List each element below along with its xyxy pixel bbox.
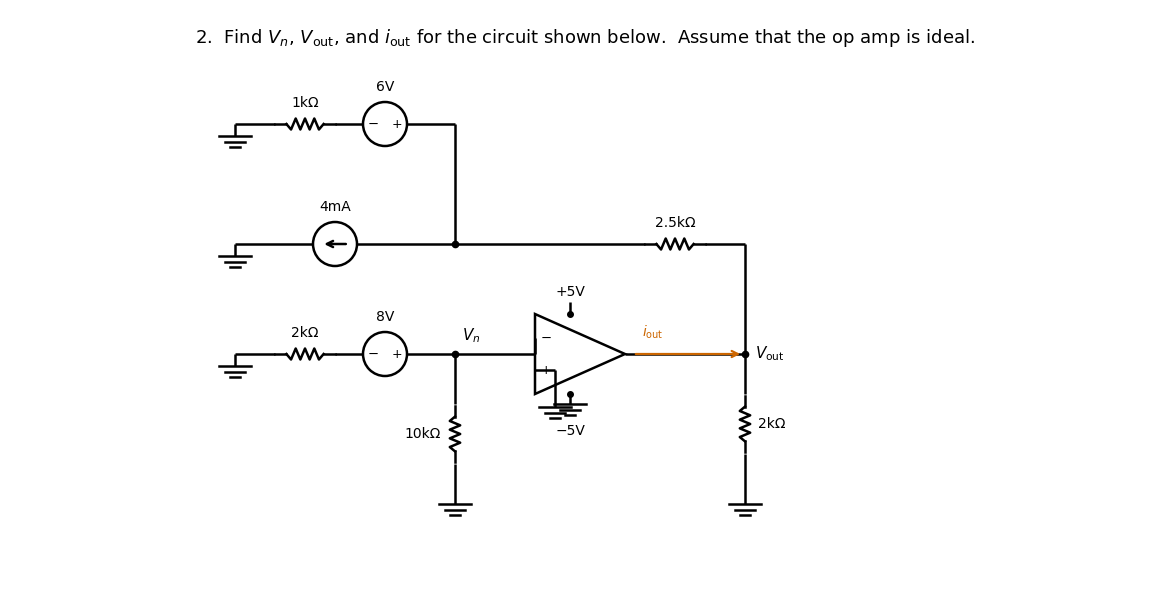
Text: +: + (541, 363, 552, 376)
Text: 2kΩ: 2kΩ (292, 326, 319, 340)
Text: 8V: 8V (376, 310, 395, 324)
Text: 2.5kΩ: 2.5kΩ (655, 216, 696, 230)
Text: +5V: +5V (555, 285, 586, 299)
Text: 2.  Find $V_n$, $V_\mathrm{out}$, and $i_\mathrm{out}$ for the circuit shown bel: 2. Find $V_n$, $V_\mathrm{out}$, and $i_… (196, 27, 975, 49)
Text: 2kΩ: 2kΩ (758, 417, 786, 431)
Text: −: − (541, 332, 552, 345)
Text: 1kΩ: 1kΩ (292, 96, 319, 110)
Text: +: + (391, 348, 402, 360)
Text: −: − (368, 117, 379, 131)
Text: 10kΩ: 10kΩ (405, 427, 441, 441)
Text: 4mA: 4mA (320, 200, 351, 214)
Text: +: + (391, 117, 402, 131)
Text: −: − (368, 348, 379, 360)
Text: $V_n$: $V_n$ (463, 326, 480, 345)
Text: $i_\mathrm{out}$: $i_\mathrm{out}$ (642, 323, 664, 341)
Text: 6V: 6V (376, 80, 395, 94)
Text: $V_\mathrm{out}$: $V_\mathrm{out}$ (755, 345, 785, 363)
Text: −5V: −5V (555, 424, 586, 438)
